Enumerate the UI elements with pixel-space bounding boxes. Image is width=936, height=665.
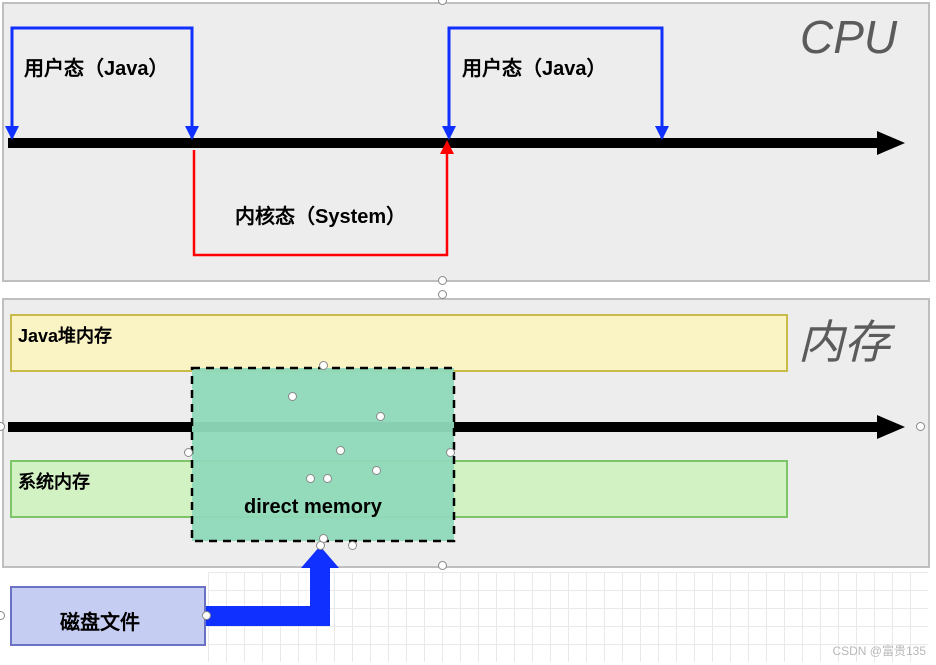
handle-dot	[323, 474, 332, 483]
user-mode-left-label: 用户态（Java）	[24, 52, 169, 81]
direct-memory-label: direct memory	[244, 496, 382, 519]
handle-dot	[348, 541, 357, 550]
system-memory-label: 系统内存	[18, 468, 90, 494]
handle-dot	[916, 422, 925, 431]
handle-dot	[446, 448, 455, 457]
handle-dot	[372, 466, 381, 475]
system-memory-box	[10, 460, 788, 518]
handle-dot	[438, 290, 447, 299]
memory-title: 内存	[798, 306, 890, 372]
handle-dot	[306, 474, 315, 483]
handle-dot	[438, 561, 447, 570]
java-heap-label: Java堆内存	[18, 322, 112, 348]
handle-dot	[184, 448, 193, 457]
cpu-panel	[2, 2, 930, 282]
handle-dot	[336, 446, 345, 455]
handle-dot	[438, 276, 447, 285]
handle-dot	[319, 361, 328, 370]
disk-file-label: 磁盘文件	[60, 606, 140, 635]
diagram-canvas: CPU 内存 Java堆内存 系统内存 direct memory 磁盘文件 用…	[0, 0, 936, 665]
attribution-text: CSDN @富贵135	[832, 642, 926, 659]
handle-dot	[202, 611, 211, 620]
handle-dot	[376, 412, 385, 421]
handle-dot	[316, 541, 325, 550]
handle-dot	[288, 392, 297, 401]
kernel-mode-label: 内核态（System）	[235, 200, 406, 229]
grid-backdrop	[208, 572, 928, 662]
handle-dot	[0, 611, 5, 620]
java-heap-box	[10, 314, 788, 372]
cpu-title: CPU	[800, 10, 897, 64]
user-mode-right-label: 用户态（Java）	[462, 52, 607, 81]
